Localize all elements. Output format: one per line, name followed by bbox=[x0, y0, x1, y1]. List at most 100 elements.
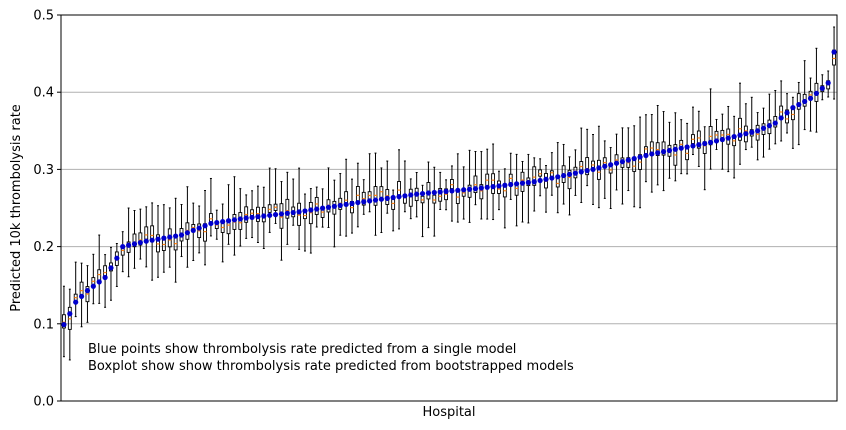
boxplot bbox=[97, 234, 102, 304]
single-model-point bbox=[696, 142, 702, 148]
single-model-point bbox=[372, 197, 379, 203]
single-model-point bbox=[613, 160, 620, 166]
boxplot bbox=[408, 178, 413, 220]
single-model-point bbox=[202, 223, 208, 229]
annotation-line-2: Boxplot show show thrombolysis rate pred… bbox=[88, 359, 574, 374]
single-model-point bbox=[755, 128, 761, 134]
boxplot bbox=[256, 185, 260, 244]
boxplot bbox=[526, 153, 531, 224]
single-model-point bbox=[831, 49, 837, 55]
boxplot bbox=[579, 127, 584, 203]
single-model-point bbox=[760, 125, 767, 131]
single-model-point bbox=[466, 186, 473, 192]
single-model-point bbox=[308, 207, 314, 213]
box bbox=[532, 166, 537, 186]
single-model-point bbox=[243, 215, 249, 221]
single-model-point bbox=[684, 144, 690, 150]
boxplot bbox=[620, 127, 625, 205]
single-model-point bbox=[390, 194, 396, 201]
single-model-point bbox=[337, 202, 343, 208]
boxplot bbox=[279, 181, 284, 261]
boxplot bbox=[738, 82, 742, 165]
boxplot bbox=[361, 179, 366, 215]
boxplot bbox=[532, 157, 537, 212]
single-model-point bbox=[108, 265, 114, 271]
boxplot bbox=[708, 88, 713, 170]
boxplot bbox=[497, 170, 501, 211]
single-model-point bbox=[719, 136, 725, 143]
boxplot bbox=[232, 176, 237, 256]
single-model-point bbox=[531, 179, 537, 185]
boxplot bbox=[808, 77, 813, 132]
single-model-point bbox=[102, 274, 108, 281]
boxplot bbox=[197, 205, 202, 254]
single-model-point bbox=[690, 143, 696, 149]
single-model-point bbox=[825, 80, 831, 86]
boxplot bbox=[790, 96, 795, 149]
box bbox=[785, 109, 789, 124]
single-model-point bbox=[666, 147, 673, 154]
boxplot bbox=[773, 90, 778, 145]
boxplot bbox=[685, 122, 690, 175]
box bbox=[438, 188, 443, 202]
single-model-point bbox=[114, 255, 120, 261]
boxplot bbox=[67, 288, 72, 361]
single-model-point bbox=[519, 180, 526, 186]
boxplot bbox=[326, 167, 331, 228]
boxplot bbox=[461, 166, 466, 220]
boxplot bbox=[714, 118, 719, 151]
y-axis-label: Predicted 10k thrombolysis rate bbox=[9, 104, 24, 312]
boxplot bbox=[450, 165, 454, 222]
boxplot bbox=[420, 184, 425, 238]
single-model-point bbox=[208, 220, 214, 227]
boxplot bbox=[585, 128, 590, 187]
single-model-point bbox=[502, 182, 508, 188]
single-model-point bbox=[143, 238, 149, 244]
boxplot bbox=[85, 265, 90, 323]
single-model-point bbox=[137, 239, 143, 246]
single-model-point bbox=[796, 101, 802, 108]
single-model-point bbox=[178, 232, 185, 238]
boxplot bbox=[373, 152, 378, 236]
boxplot bbox=[644, 114, 648, 183]
boxplot bbox=[297, 167, 302, 250]
box bbox=[426, 182, 431, 200]
boxplots bbox=[62, 26, 836, 361]
boxplot bbox=[332, 179, 337, 248]
boxplot bbox=[314, 186, 319, 228]
boxplot bbox=[608, 147, 613, 209]
single-model-point bbox=[314, 206, 320, 212]
single-model-point bbox=[396, 194, 402, 200]
single-model-point bbox=[555, 174, 561, 180]
boxplot bbox=[755, 112, 760, 161]
single-model-point bbox=[478, 185, 484, 191]
single-model-point bbox=[725, 135, 731, 141]
box bbox=[62, 314, 66, 329]
annotation-line-1: Blue points show thrombolysis rate predi… bbox=[88, 342, 516, 357]
single-model-point bbox=[543, 176, 549, 182]
y-tick-label: 0.2 bbox=[33, 240, 54, 255]
single-model-point bbox=[472, 186, 479, 192]
single-model-point bbox=[302, 208, 308, 214]
single-model-point bbox=[490, 184, 496, 190]
single-model-point bbox=[584, 168, 590, 174]
single-model-point bbox=[90, 283, 96, 289]
single-model-point bbox=[631, 155, 637, 162]
box bbox=[391, 199, 396, 210]
boxplot bbox=[285, 171, 290, 245]
single-model-point bbox=[184, 230, 190, 236]
boxplot bbox=[802, 60, 807, 131]
single-model-point bbox=[367, 198, 373, 204]
single-model-point bbox=[596, 165, 602, 171]
box bbox=[314, 196, 319, 215]
single-model-point bbox=[431, 189, 437, 196]
boxplot bbox=[126, 207, 131, 278]
single-model-point bbox=[802, 98, 808, 105]
single-model-point bbox=[343, 201, 349, 208]
single-model-point bbox=[655, 150, 661, 156]
single-model-point bbox=[425, 190, 432, 196]
boxplot bbox=[156, 205, 160, 278]
single-model-point bbox=[572, 170, 578, 176]
single-model-point bbox=[449, 188, 455, 194]
box bbox=[796, 93, 801, 110]
